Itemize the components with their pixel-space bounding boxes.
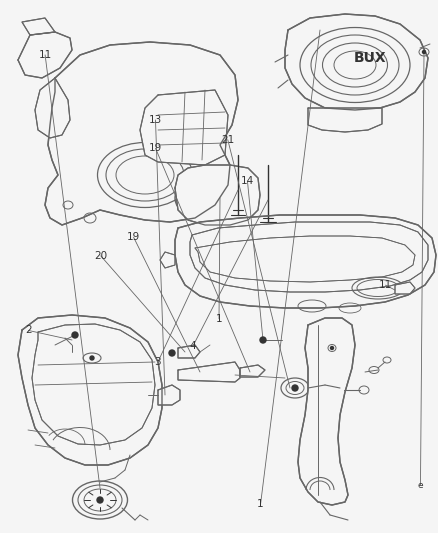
Polygon shape [175,215,436,308]
Polygon shape [285,14,428,110]
Text: 1: 1 [257,499,264,508]
Circle shape [169,350,175,356]
Circle shape [97,497,103,503]
Polygon shape [45,42,238,225]
Polygon shape [178,345,200,358]
Circle shape [331,346,333,350]
Polygon shape [160,252,175,268]
Polygon shape [175,165,260,225]
Text: 13: 13 [149,115,162,125]
Polygon shape [308,108,382,132]
Text: 21: 21 [221,135,234,144]
Text: 14: 14 [241,176,254,186]
Polygon shape [190,222,428,292]
Polygon shape [35,78,70,138]
Text: 4: 4 [189,342,196,351]
Text: 19: 19 [127,232,140,242]
Text: BUX: BUX [354,51,386,64]
Text: e: e [418,481,423,489]
Circle shape [72,332,78,338]
Text: 19: 19 [149,143,162,153]
Polygon shape [22,18,55,35]
Text: 1: 1 [215,314,223,324]
Text: 3: 3 [154,358,161,367]
Text: 11: 11 [39,50,52,60]
Circle shape [260,337,266,343]
Polygon shape [158,385,180,405]
Circle shape [423,51,425,53]
Text: 2: 2 [25,326,32,335]
Polygon shape [178,362,240,382]
Text: 11: 11 [379,280,392,290]
Circle shape [90,356,94,360]
Polygon shape [18,315,162,465]
Polygon shape [18,32,72,78]
Polygon shape [32,324,155,445]
Polygon shape [195,236,415,282]
Text: 20: 20 [94,251,107,261]
Polygon shape [395,282,415,294]
Polygon shape [240,365,265,377]
Ellipse shape [73,481,127,519]
Circle shape [292,385,298,391]
Polygon shape [140,90,228,165]
Polygon shape [298,318,355,505]
